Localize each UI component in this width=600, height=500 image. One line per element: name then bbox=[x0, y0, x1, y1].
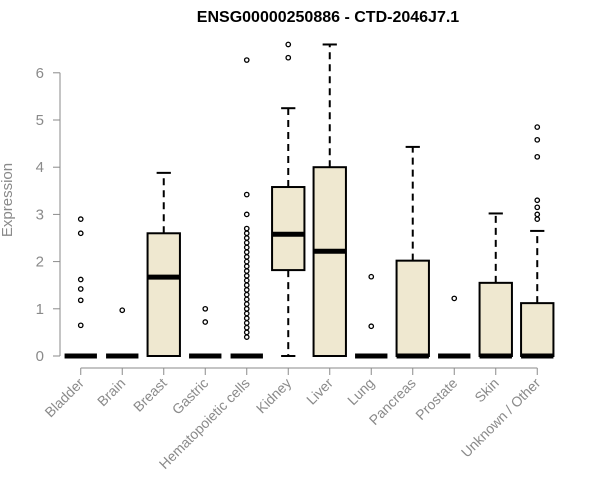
x-tick-label: Bladder bbox=[41, 375, 87, 421]
outlier-point bbox=[243, 277, 250, 284]
chart-title: ENSG00000250886 - CTD-2046J7.1 bbox=[197, 9, 459, 26]
outlier-point bbox=[243, 334, 250, 340]
box-group bbox=[64, 216, 97, 359]
outlier-point bbox=[77, 276, 84, 283]
outlier-point bbox=[243, 310, 250, 317]
outlier-point bbox=[534, 197, 541, 204]
box-group bbox=[146, 171, 181, 357]
box-iqr bbox=[478, 281, 513, 357]
box-group bbox=[230, 57, 263, 359]
axes: 0 1 2 3 4 5 6 bbox=[36, 65, 538, 369]
outlier-point bbox=[243, 191, 250, 198]
outlier-point bbox=[243, 291, 250, 298]
x-tick-label: Kidney bbox=[253, 375, 295, 417]
outlier-point bbox=[77, 286, 84, 292]
outlier-point bbox=[534, 216, 541, 222]
outlier-point bbox=[534, 124, 541, 130]
x-tick-label: Unknown / Other bbox=[458, 375, 544, 461]
outlier-point bbox=[202, 319, 209, 325]
box-iqr bbox=[520, 302, 555, 357]
outlier-point bbox=[243, 329, 250, 336]
outlier-point bbox=[243, 268, 250, 274]
box-group bbox=[312, 43, 347, 357]
outlier-point bbox=[243, 263, 250, 270]
box-group bbox=[478, 212, 513, 359]
box-iqr bbox=[146, 232, 181, 357]
y-tick-label: 6 bbox=[36, 65, 44, 82]
outlier-point bbox=[243, 211, 250, 218]
box-iqr bbox=[271, 186, 306, 272]
outlier-point bbox=[243, 324, 250, 331]
x-tick-label: Brain bbox=[94, 375, 128, 409]
outlier-point bbox=[243, 254, 250, 260]
box-group bbox=[355, 273, 388, 359]
x-tick-label: Skin bbox=[471, 375, 502, 406]
outlier-point bbox=[243, 57, 250, 63]
outlier-point bbox=[77, 322, 84, 329]
outlier-point bbox=[77, 216, 84, 222]
y-tick-label: 1 bbox=[36, 301, 44, 318]
outlier-point bbox=[285, 54, 292, 61]
outlier-point bbox=[243, 282, 250, 289]
box-iqr bbox=[395, 259, 430, 358]
y-tick-label: 3 bbox=[36, 206, 44, 223]
outlier-point bbox=[534, 136, 541, 143]
outlier-point bbox=[243, 244, 250, 251]
outlier-point bbox=[243, 296, 250, 303]
box-group bbox=[271, 41, 306, 357]
outlier-point bbox=[243, 258, 250, 265]
outlier-point bbox=[119, 307, 126, 314]
outlier-point bbox=[368, 273, 375, 280]
box-group bbox=[438, 295, 471, 359]
outlier-point bbox=[243, 315, 250, 322]
outlier-point bbox=[243, 305, 250, 312]
box-group bbox=[520, 124, 555, 359]
outlier-point bbox=[202, 305, 209, 312]
outlier-point bbox=[77, 230, 84, 237]
outlier-point bbox=[243, 249, 250, 256]
outlier-point bbox=[534, 153, 541, 160]
y-tick-label: 5 bbox=[36, 112, 44, 129]
outlier-point bbox=[534, 211, 541, 218]
outlier-point bbox=[77, 297, 84, 304]
outlier-point bbox=[243, 225, 250, 232]
x-tick-label: Breast bbox=[130, 375, 170, 415]
outlier-point bbox=[534, 204, 541, 211]
outlier-point bbox=[243, 235, 250, 241]
x-tick-label: Prostate bbox=[412, 375, 460, 423]
outlier-point bbox=[285, 41, 292, 48]
outlier-point bbox=[243, 272, 250, 279]
y-tick-label: 0 bbox=[36, 348, 44, 365]
outlier-point bbox=[451, 295, 458, 302]
y-tick-label: 2 bbox=[36, 254, 44, 271]
box-group bbox=[395, 145, 430, 359]
box-group bbox=[106, 307, 139, 359]
outlier-point bbox=[243, 287, 250, 293]
outlier-point bbox=[243, 239, 250, 246]
y-tick-label: 4 bbox=[36, 159, 44, 176]
outlier-point bbox=[243, 320, 250, 326]
box-iqr bbox=[312, 166, 347, 357]
outlier-point bbox=[243, 301, 250, 307]
boxes bbox=[64, 41, 555, 359]
outlier-point bbox=[368, 323, 375, 330]
outlier-point bbox=[243, 230, 250, 237]
x-tick-label: Liver bbox=[303, 375, 336, 408]
box-group bbox=[189, 305, 222, 359]
y-axis-label: Expression bbox=[0, 163, 16, 237]
x-tick-label: Lung bbox=[344, 375, 377, 408]
